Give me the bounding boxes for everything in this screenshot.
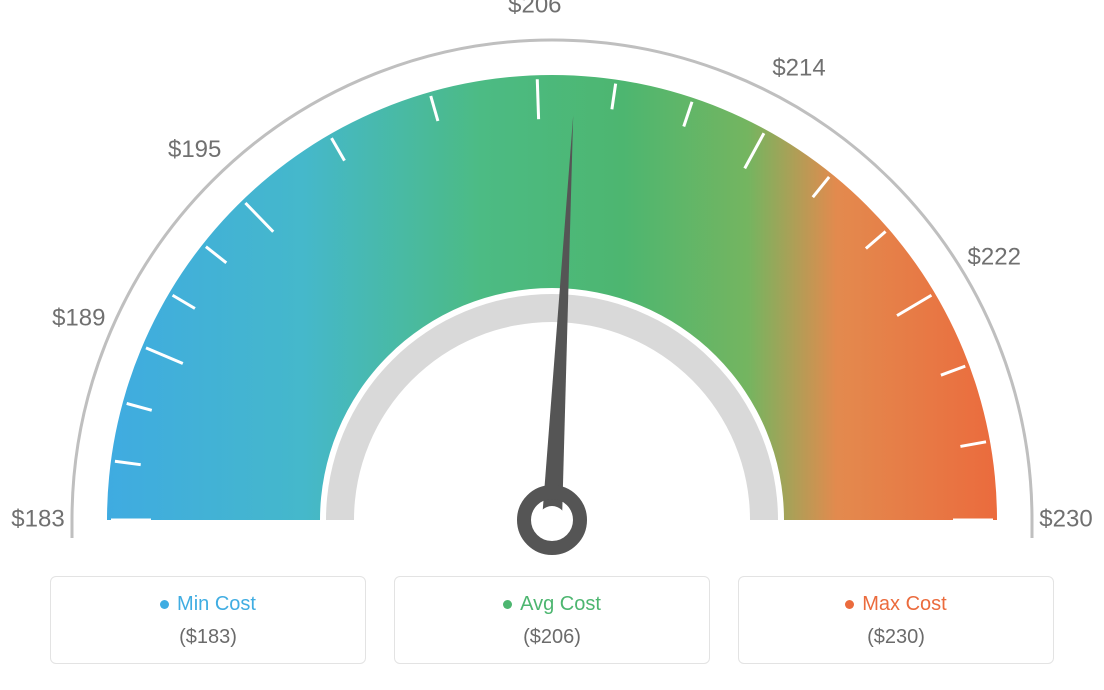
- summary-value-max: ($230): [751, 626, 1041, 649]
- summary-value-min: ($183): [63, 626, 353, 649]
- dot-icon: [160, 600, 169, 609]
- summary-row: Min Cost ($183) Avg Cost ($206) Max Cost…: [50, 576, 1054, 664]
- svg-text:$183: $183: [11, 505, 64, 532]
- gauge-chart: $183 $189 $195 $206 $214 $222 $230: [0, 0, 1104, 560]
- dot-icon: [845, 600, 854, 609]
- summary-card-min: Min Cost ($183): [50, 576, 366, 664]
- summary-value-avg: ($206): [407, 626, 697, 649]
- summary-card-avg: Avg Cost ($206): [394, 576, 710, 664]
- svg-text:$230: $230: [1039, 505, 1092, 532]
- summary-label-avg: Avg Cost: [407, 593, 697, 616]
- svg-text:$206: $206: [508, 0, 561, 19]
- svg-text:$189: $189: [52, 305, 105, 332]
- svg-text:$214: $214: [772, 55, 825, 82]
- cost-gauge-widget: $183 $189 $195 $206 $214 $222 $230 Min Cost ($…: [0, 0, 1104, 690]
- svg-text:$222: $222: [968, 243, 1021, 270]
- summary-label-text: Min Cost: [177, 593, 256, 616]
- summary-label-text: Max Cost: [862, 593, 946, 616]
- summary-label-text: Avg Cost: [520, 593, 601, 616]
- summary-card-max: Max Cost ($230): [738, 576, 1054, 664]
- dot-icon: [503, 600, 512, 609]
- summary-label-max: Max Cost: [751, 593, 1041, 616]
- svg-text:$195: $195: [168, 136, 221, 163]
- summary-label-min: Min Cost: [63, 593, 353, 616]
